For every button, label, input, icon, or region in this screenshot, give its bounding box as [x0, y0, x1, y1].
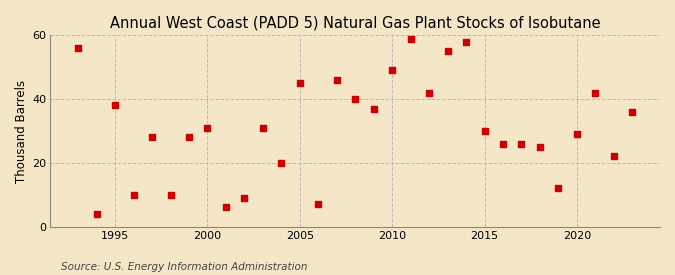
Point: [497, 142, 508, 146]
Point: [91, 212, 102, 216]
Point: [405, 36, 416, 41]
Point: [146, 135, 157, 139]
Point: [294, 81, 305, 85]
Y-axis label: Thousand Barrels: Thousand Barrels: [15, 79, 28, 183]
Point: [608, 154, 619, 159]
Point: [110, 103, 121, 108]
Point: [387, 68, 398, 73]
Point: [553, 186, 564, 191]
Point: [479, 129, 490, 133]
Point: [184, 135, 194, 139]
Point: [369, 106, 379, 111]
Point: [313, 202, 324, 207]
Point: [128, 192, 139, 197]
Point: [202, 126, 213, 130]
Point: [442, 49, 453, 53]
Point: [460, 40, 471, 44]
Point: [73, 46, 84, 50]
Point: [572, 132, 583, 136]
Point: [331, 78, 342, 82]
Point: [516, 142, 527, 146]
Point: [590, 90, 601, 95]
Point: [627, 110, 638, 114]
Point: [276, 161, 287, 165]
Point: [257, 126, 268, 130]
Text: Source: U.S. Energy Information Administration: Source: U.S. Energy Information Administ…: [61, 262, 307, 272]
Point: [165, 192, 176, 197]
Point: [239, 196, 250, 200]
Point: [221, 205, 232, 210]
Point: [535, 145, 545, 149]
Point: [424, 90, 435, 95]
Title: Annual West Coast (PADD 5) Natural Gas Plant Stocks of Isobutane: Annual West Coast (PADD 5) Natural Gas P…: [110, 15, 601, 30]
Point: [350, 97, 360, 101]
